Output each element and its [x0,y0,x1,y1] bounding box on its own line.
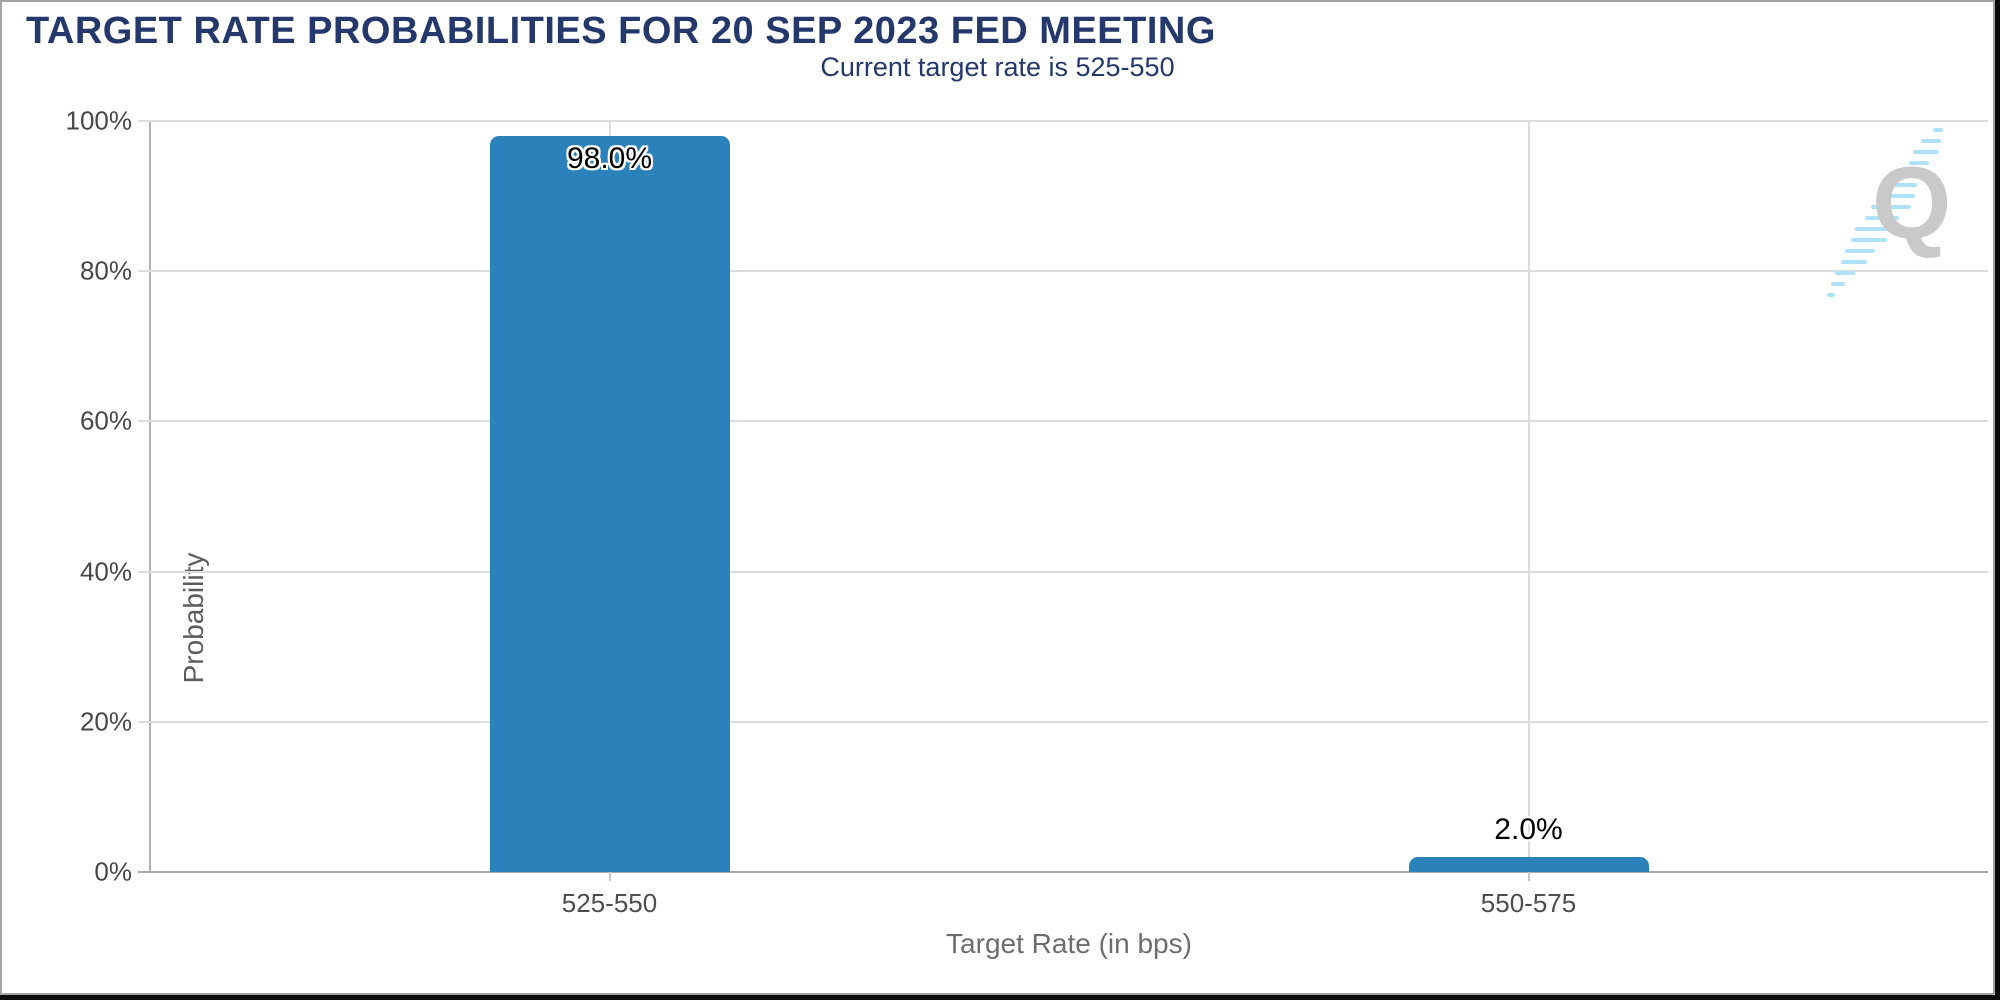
y-tick-label: 40% [79,556,132,587]
page-title: TARGET RATE PROBABILITIES FOR 20 SEP 202… [26,10,1216,52]
x-tick-mark [608,872,611,881]
grid-line-h [138,720,1988,723]
x-tick-mark [1527,872,1530,881]
bar-value-label: 2.0% [1494,812,1563,846]
y-axis-line [149,121,151,872]
grid-line-h [138,420,1988,423]
x-axis-line [138,871,1988,873]
x-tick-label: 550-575 [1480,888,1577,918]
y-tick-label: 80% [79,255,132,286]
grid-line-v [1527,121,1530,872]
bar-525-550[interactable] [489,136,730,872]
y-tick-label: 60% [79,405,132,436]
bar-550-575[interactable] [1408,856,1649,872]
bar-value-label: 98.0% [566,142,653,176]
logo-q-letter: Q [1872,146,1952,260]
chart-subtitle: Current target rate is 525-550 [820,52,1175,82]
y-tick-label: 0% [94,856,132,887]
logo-q-watermark: Q [1817,112,1997,302]
grid-line-h [138,570,1988,573]
y-tick-label: 20% [79,706,132,737]
plot-area: Probability Target Rate (in bps) 0% 20% 40… [66,106,1988,959]
y-tick-label: 100% [65,105,133,136]
logo-stripes-icon [1827,128,1943,297]
x-tick-label: 525-550 [561,888,658,918]
grid-line-h [138,120,1988,122]
grid-line-h [138,270,1988,273]
x-axis-title: Target Rate (in bps) [946,928,1192,959]
